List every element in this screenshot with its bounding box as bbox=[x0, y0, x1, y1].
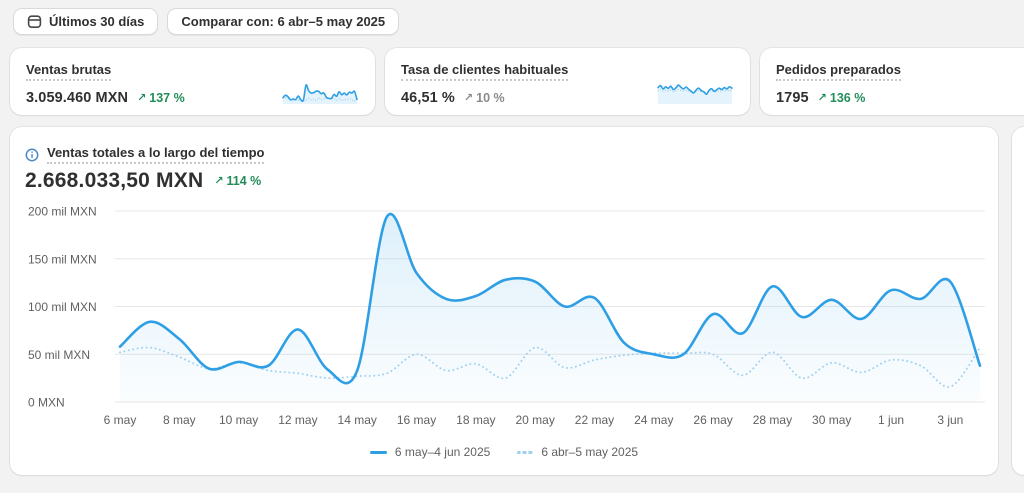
metric-title[interactable]: Tasa de clientes habituales bbox=[401, 62, 569, 81]
calendar-icon bbox=[27, 14, 42, 29]
adjacent-card-partial bbox=[1012, 127, 1024, 475]
metric-card-ventas-brutas: Ventas brutas 3.059.460 MXN ↗ 137 % bbox=[10, 48, 375, 115]
metric-value: 46,51 % bbox=[401, 90, 455, 106]
svg-text:12 may: 12 may bbox=[278, 413, 317, 427]
compare-label: Comparar con: 6 abr–5 may 2025 bbox=[181, 14, 386, 29]
compare-button[interactable]: Comparar con: 6 abr–5 may 2025 bbox=[167, 8, 400, 35]
sparkline-chart bbox=[282, 84, 358, 104]
legend-item-previous: 6 abr–5 may 2025 bbox=[516, 445, 638, 459]
svg-text:200 mil MXN: 200 mil MXN bbox=[28, 205, 97, 219]
info-icon[interactable] bbox=[25, 148, 39, 162]
metric-delta: ↗ 10 % bbox=[463, 91, 505, 105]
dotted-line-icon bbox=[516, 450, 534, 454]
svg-text:24 may: 24 may bbox=[634, 413, 673, 427]
date-range-button[interactable]: Últimos 30 días bbox=[13, 8, 159, 35]
svg-text:1 jun: 1 jun bbox=[878, 413, 904, 427]
svg-text:16 may: 16 may bbox=[397, 413, 436, 427]
svg-text:28 may: 28 may bbox=[753, 413, 792, 427]
svg-text:22 may: 22 may bbox=[575, 413, 614, 427]
metric-delta: ↗ 137 % bbox=[137, 91, 185, 105]
svg-text:3 jun: 3 jun bbox=[937, 413, 963, 427]
svg-text:50 mil MXN: 50 mil MXN bbox=[28, 348, 90, 362]
sales-over-time-card: Ventas totales a lo largo del tiempo 2.6… bbox=[10, 127, 998, 475]
legend-item-current: 6 may–4 jun 2025 bbox=[369, 445, 490, 459]
metric-delta: ↗ 136 % bbox=[817, 91, 866, 105]
trend-up-icon: ↗ bbox=[214, 174, 224, 187]
svg-text:6 may: 6 may bbox=[104, 413, 137, 427]
trend-up-icon: ↗ bbox=[463, 91, 474, 104]
svg-text:150 mil MXN: 150 mil MXN bbox=[28, 252, 97, 266]
chart-title[interactable]: Ventas totales a lo largo del tiempo bbox=[47, 145, 265, 164]
metric-title[interactable]: Pedidos preparados bbox=[776, 62, 901, 81]
svg-text:20 may: 20 may bbox=[515, 413, 554, 427]
svg-text:0 MXN: 0 MXN bbox=[28, 396, 65, 410]
trend-up-icon: ↗ bbox=[137, 91, 147, 104]
sparkline-chart bbox=[657, 84, 733, 104]
svg-text:26 may: 26 may bbox=[693, 413, 732, 427]
metric-card-tasa-clientes: Tasa de clientes habituales 46,51 % ↗ 10… bbox=[385, 48, 750, 115]
chart-legend: 6 may–4 jun 2025 6 abr–5 may 2025 bbox=[10, 445, 998, 459]
metric-card-pedidos-preparados: Pedidos preparados 1795 ↗ 136 % bbox=[760, 48, 1024, 115]
svg-text:14 may: 14 may bbox=[338, 413, 377, 427]
filter-bar: Últimos 30 días Comparar con: 6 abr–5 ma… bbox=[13, 8, 400, 35]
svg-text:30 may: 30 may bbox=[812, 413, 851, 427]
svg-text:18 may: 18 may bbox=[456, 413, 495, 427]
svg-text:8 may: 8 may bbox=[163, 413, 196, 427]
chart-total-value: 2.668.033,50 MXN bbox=[25, 169, 204, 192]
solid-line-icon bbox=[369, 450, 387, 454]
metric-title[interactable]: Ventas brutas bbox=[26, 62, 112, 81]
line-chart[interactable]: 200 mil MXN 150 mil MXN 100 mil MXN 50 mil … bbox=[10, 202, 998, 437]
trend-up-icon: ↗ bbox=[817, 91, 827, 104]
svg-text:100 mil MXN: 100 mil MXN bbox=[28, 300, 97, 314]
svg-text:10 may: 10 may bbox=[219, 413, 258, 427]
chart-delta: ↗ 114 % bbox=[214, 174, 262, 188]
metric-value: 3.059.460 MXN bbox=[26, 90, 129, 106]
date-range-label: Últimos 30 días bbox=[49, 14, 145, 29]
metric-value: 1795 bbox=[776, 90, 809, 106]
